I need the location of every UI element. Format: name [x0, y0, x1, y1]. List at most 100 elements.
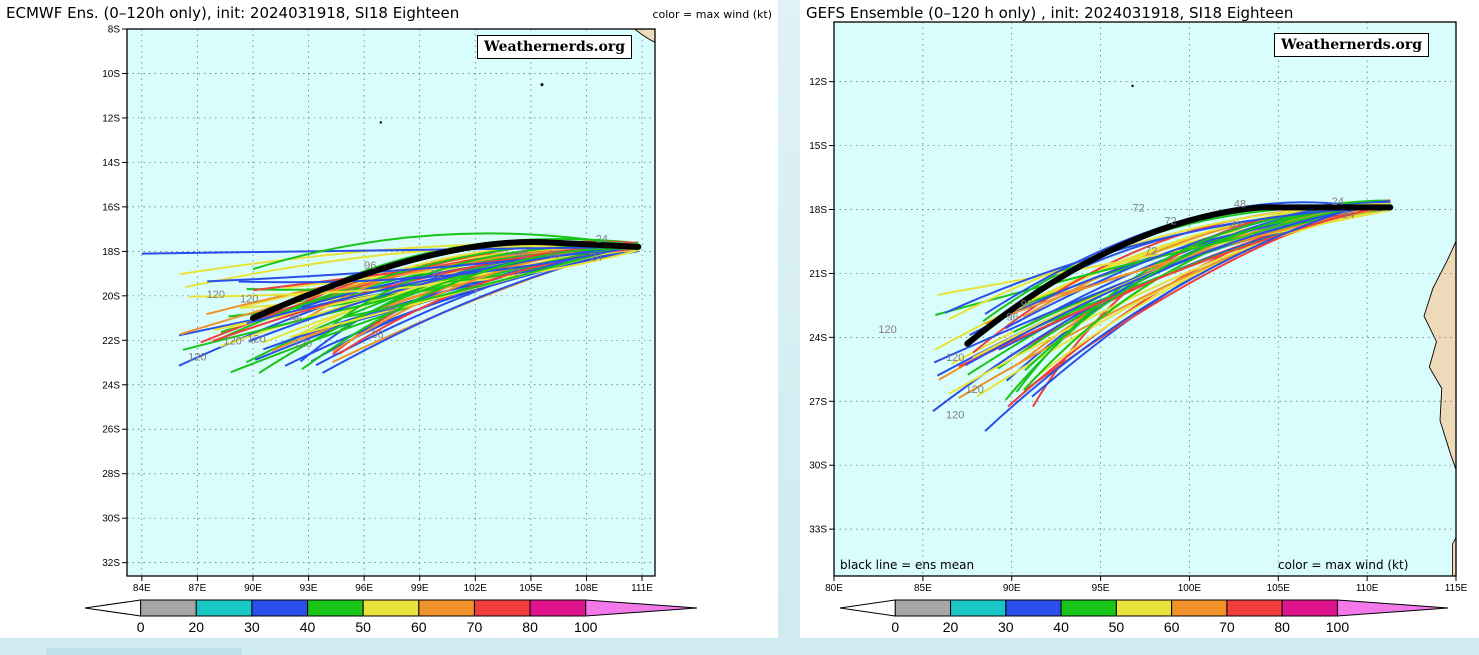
forecast-hour-label: 72 [509, 267, 521, 279]
forecast-hour-label: 48 [516, 249, 528, 261]
lat-tick-label: 12S [809, 77, 827, 88]
forecast-hour-label: 120 [294, 338, 312, 350]
gefs-mean-note: black line = ens mean [840, 558, 975, 572]
forecast-hour-label: 48 [548, 249, 560, 261]
colorbar-segment [1060, 599, 1117, 617]
map-frame [833, 21, 1457, 577]
forecast-hour-label: 120 [223, 336, 241, 348]
map-frame [126, 28, 656, 577]
colorbar-segment [1281, 599, 1338, 617]
lon-tick-label: 110E [1356, 583, 1379, 594]
lat-tick-label: 30S [809, 461, 827, 472]
lon-tick-label: 105E [519, 583, 543, 594]
lat-tick-label: 12S [102, 113, 120, 124]
lat-tick-label: 14S [102, 158, 120, 169]
forecast-hour-label: 72 [1145, 245, 1157, 257]
colorbar-segment [1005, 599, 1062, 617]
colorbar-segment [1336, 599, 1449, 617]
colorbar-segment [307, 599, 364, 617]
colorbar-label: 0 [891, 619, 899, 635]
lon-tick-label: 93E [300, 583, 318, 594]
colorbar-label: 30 [244, 619, 260, 635]
ensemble-track [944, 205, 1391, 314]
colorbar-label: 100 [1326, 619, 1350, 635]
lon-tick-label: 80E [825, 583, 843, 594]
colorbar-segment [585, 599, 698, 617]
forecast-hour-label: 72 [1133, 203, 1145, 215]
colorbar-label: 30 [998, 619, 1014, 635]
colorbar-segment [473, 599, 531, 617]
forecast-hour-label: 96 [372, 329, 384, 341]
gefs-title-bar: GEFS Ensemble (0–120 h only) , init: 202… [806, 4, 1473, 22]
ensemble-track [1023, 204, 1391, 391]
forecast-hour-label: 96 [1006, 311, 1018, 323]
ensemble-track [189, 249, 639, 298]
forecast-hour-label: 120 [247, 334, 265, 346]
colorbar-label: 50 [355, 619, 371, 635]
lat-tick-label: 8S [108, 25, 121, 36]
colorbar-label: 60 [411, 619, 427, 635]
lon-tick-label: 87E [189, 583, 207, 594]
ecmwf-title-bar: ECMWF Ens. (0–120h only), init: 20240319… [6, 4, 772, 22]
lon-tick-label: 108E [575, 583, 599, 594]
colorbar-label: 50 [1109, 619, 1125, 635]
ensemble-track [984, 208, 1350, 432]
lon-tick-label: 105E [1267, 583, 1291, 594]
colorbar-label: 40 [1053, 619, 1069, 635]
gefs-map-panel: GEFS Ensemble (0–120 h only) , init: 202… [800, 0, 1479, 638]
lat-tick-label: 28S [102, 469, 120, 480]
lat-tick-label: 27S [809, 397, 827, 408]
colorbar-label: 70 [1219, 619, 1235, 635]
colorbar-label: 0 [137, 619, 145, 635]
forecast-hour-label: 72 [1165, 215, 1177, 227]
colorbar-segment [140, 599, 197, 617]
gefs-title: GEFS Ensemble (0–120 h only) , init: 202… [806, 4, 1294, 22]
colorbar-segment [84, 599, 142, 617]
ensemble-track [252, 232, 639, 271]
lon-tick-label: 115E [1445, 583, 1468, 594]
lat-tick-label: 18S [102, 247, 120, 258]
lon-tick-label: 90E [1003, 583, 1021, 594]
colorbar-label: 40 [300, 619, 316, 635]
forecast-hour-label: 120 [188, 351, 206, 363]
ecmwf-title: ECMWF Ens. (0–120h only), init: 20240319… [6, 4, 460, 22]
forecast-hour-label: 120 [207, 289, 225, 301]
island [1131, 84, 1134, 88]
island [379, 121, 383, 124]
ensemble-track [141, 245, 639, 255]
forecast-hour-label: 24 [590, 251, 602, 263]
colorbar-segment [1115, 599, 1173, 617]
lat-tick-label: 24S [102, 380, 120, 391]
lon-tick-label: 111E [631, 583, 653, 594]
colorbar-label: 20 [188, 619, 204, 635]
forecast-hour-label: 96 [364, 260, 376, 272]
forecast-hour-label: 72 [431, 269, 443, 281]
lon-tick-label: 99E [411, 583, 429, 594]
colorbar-segment [1226, 599, 1283, 617]
forecast-hour-label: 96 [290, 314, 302, 326]
bottom-tab [46, 648, 242, 655]
forecast-hour-label: 24 [596, 233, 608, 245]
wind-colorbar: 0 20 30 40 50 60 70 80 100 [839, 599, 1449, 635]
ensemble-tracks [932, 199, 1394, 432]
gefs-brand-label: Weathernerds.org [1274, 33, 1429, 57]
forecast-hour-label: 120 [878, 324, 896, 336]
lat-tick-label: 10S [102, 69, 120, 80]
colorbar-label: 60 [1164, 619, 1180, 635]
lon-tick-label: 102E [464, 583, 488, 594]
ensemble-track [301, 247, 639, 370]
lat-tick-label: 24S [809, 333, 827, 344]
lon-tick-label: 84E [133, 583, 151, 594]
ecmwf-brand-label: Weathernerds.org [477, 35, 632, 59]
forecast-hour-label: 120 [966, 384, 984, 396]
lat-tick-label: 20S [102, 291, 120, 302]
colorbar-segment [362, 599, 420, 617]
lat-tick-label: 16S [102, 202, 120, 213]
colorbar-segment [195, 599, 253, 617]
lon-tick-label: 85E [914, 583, 932, 594]
colorbar-label: 100 [574, 619, 598, 635]
colorbar-segment [839, 599, 896, 617]
ecmwf-map-panel: ECMWF Ens. (0–120h only), init: 20240319… [6, 4, 772, 635]
forecast-hour-label: 120 [946, 352, 964, 364]
